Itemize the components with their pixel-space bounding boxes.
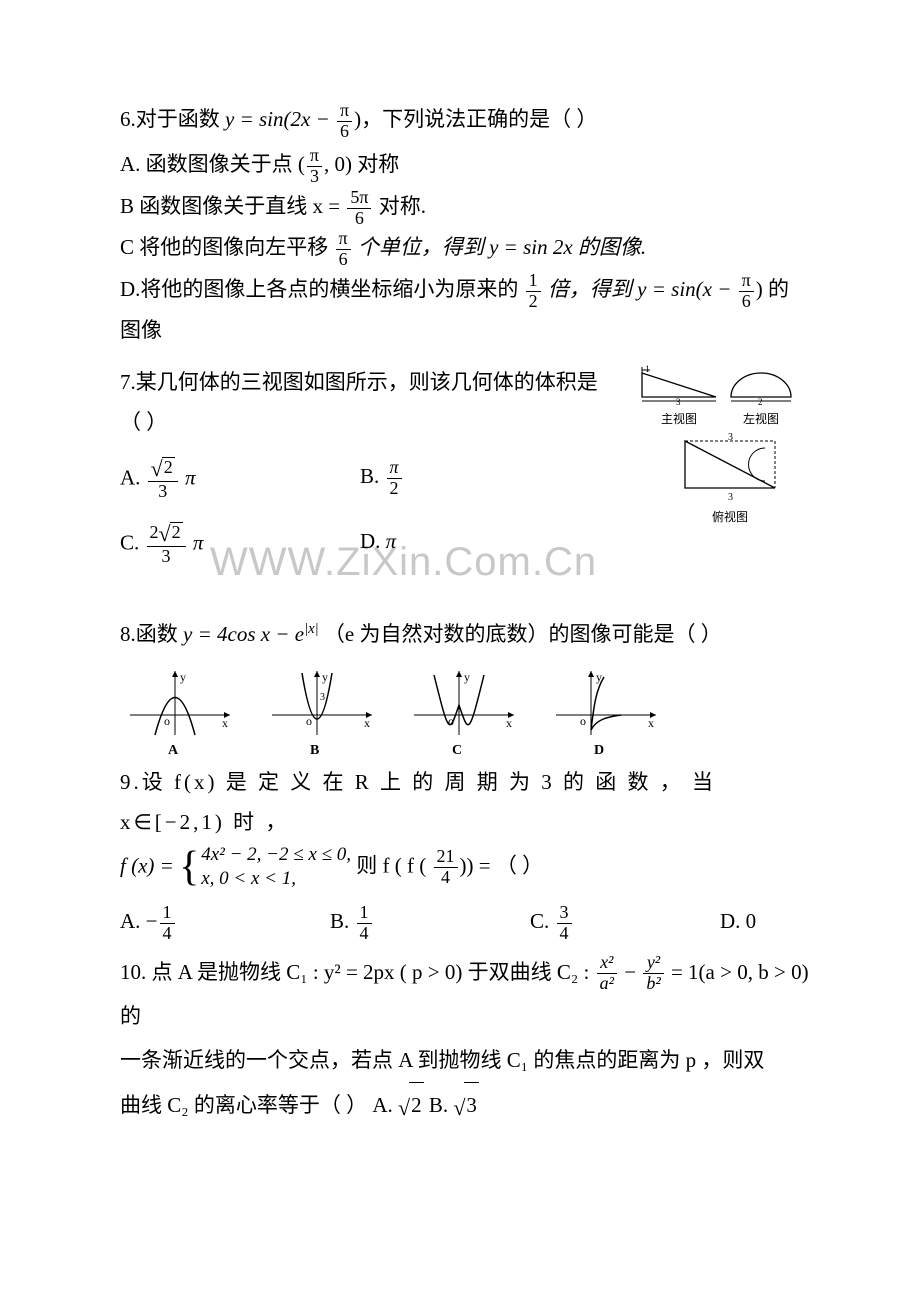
main-view-caption: 主视图: [640, 410, 718, 427]
q6-optD-frac1: 12: [526, 271, 541, 312]
q8-stem: 8.函数 y = 4cos x − e|x| （e 为自然对数的底数）的图像可能…: [120, 615, 810, 655]
q6-optC: C 将他的图像向左平移 π6 个单位，得到 y = sin 2x 的图像.: [120, 228, 810, 269]
q9-optA: A. −14: [120, 902, 330, 943]
q8-optD-graph: y x o D: [546, 665, 666, 755]
q9-optC: C. 34: [530, 902, 720, 943]
three-view-figure: 1 3 主视图 2 左视图: [640, 365, 820, 515]
q6-optB: B 函数图像关于直线 x = 5π6 对称.: [120, 187, 810, 228]
svg-text:o: o: [580, 714, 586, 728]
q9-optD: D. 0: [720, 902, 756, 943]
q7-optD: D. π: [360, 522, 580, 567]
q8-optC-graph: y x o C: [404, 665, 524, 755]
q9-opts: A. −14 B. 14 C. 34 D. 0: [120, 902, 810, 943]
svg-text:3: 3: [728, 433, 733, 443]
svg-text:x: x: [364, 716, 370, 730]
q8-options: y x o A y x o 3 B y x: [120, 665, 810, 755]
q7-optC: C. 2√23 π: [120, 522, 360, 567]
q6-expr-b: )，下列说法正确的是（ ）: [354, 107, 597, 131]
svg-text:o: o: [164, 714, 170, 728]
svg-text:y: y: [322, 670, 328, 684]
left-view: 2 左视图: [726, 365, 796, 427]
q6-optD-line2: 图像: [120, 311, 810, 351]
q6-stem: 6.对于函数 y = sin(2x − π6)，下列说法正确的是（ ）: [120, 100, 810, 141]
q7-opts-row2: C. 2√23 π D. π: [120, 522, 810, 567]
q7-optB-frac: π2: [387, 458, 402, 499]
q10-stem-line1: 10. 点 A 是抛物线 C₁ : y² = 2px ( p > 0) 于双曲线…: [120, 950, 810, 1039]
svg-text:3: 3: [728, 492, 733, 503]
q10-stem-line3: 曲线 C₂ 的离心率等于（ ） A. √2 B. √3: [120, 1082, 810, 1131]
svg-text:3: 3: [676, 397, 681, 405]
q9-optB: B. 14: [330, 902, 530, 943]
q6-optA: A. 函数图像关于点 (π3, 0) 对称: [120, 145, 810, 186]
q10-frac1: x²a²: [597, 953, 617, 994]
svg-text:x: x: [648, 716, 654, 730]
q9-frac-arg: 214: [434, 847, 458, 888]
q7-optC-frac: 2√23: [147, 522, 186, 567]
svg-text:1: 1: [645, 365, 650, 374]
q6-optB-frac: 5π6: [347, 188, 371, 229]
q8-optA-graph: y x o A: [120, 665, 240, 755]
q6-optC-frac: π6: [336, 229, 351, 270]
q10-frac2: y²b²: [643, 953, 663, 994]
q6-frac: π6: [337, 101, 352, 142]
q6-optD-frac2: π6: [739, 271, 754, 312]
svg-text:x: x: [506, 716, 512, 730]
svg-text:y: y: [180, 670, 186, 684]
top-view-caption: 俯视图: [680, 508, 780, 525]
svg-text:x: x: [222, 716, 228, 730]
svg-text:o: o: [306, 714, 312, 728]
q7-optA: A. √23 π: [120, 457, 360, 502]
svg-text:3: 3: [320, 692, 325, 703]
q6-optD: D.将他的图像上各点的横坐标缩小为原来的 12 倍，得到 y = sin(x −…: [120, 270, 810, 311]
q9-stem: 9.设 f(x) 是 定 义 在 R 上 的 周 期 为 3 的 函 数 ， 当…: [120, 763, 810, 843]
q7-block: 7.某几何体的三视图如图所示，则该几何体的体积是 （ ） A. √23 π B.…: [120, 363, 810, 567]
q9-piecewise: f (x) = { 4x² − 2, −2 ≤ x ≤ 0, x, 0 < x …: [120, 843, 810, 892]
q8-optB-graph: y x o 3 B: [262, 665, 382, 755]
q7-optA-frac: √23: [148, 457, 178, 502]
q6-optA-frac: π3: [307, 146, 322, 187]
left-view-caption: 左视图: [726, 410, 796, 427]
q6-expr-a: y = sin(2x −: [225, 107, 335, 131]
main-view: 1 3 主视图: [640, 365, 718, 427]
top-view: 3 3 俯视图: [680, 433, 780, 525]
svg-text:2: 2: [758, 397, 763, 405]
q6-stem-pre: 6.对于函数: [120, 107, 225, 131]
q7-optB: B. π2: [360, 457, 580, 502]
q10-stem-line2: 一条渐近线的一个交点，若点 A 到抛物线 C₁ 的焦点的距离为 p ，则双: [120, 1038, 810, 1082]
svg-text:y: y: [464, 670, 470, 684]
q9-cases: 4x² − 2, −2 ≤ x ≤ 0, x, 0 < x < 1,: [201, 843, 351, 892]
